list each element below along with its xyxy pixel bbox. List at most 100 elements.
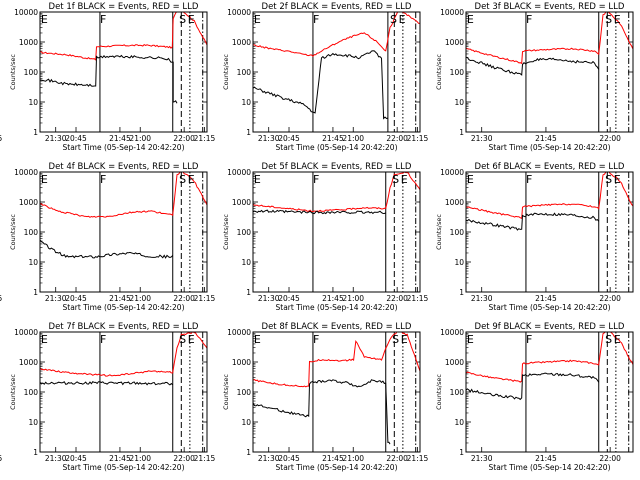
segment-marker: E <box>401 333 408 346</box>
y-tick-label: 1 <box>246 128 251 137</box>
x-axis-label: Start Time (05-Sep-14 20:42:20) <box>63 303 185 312</box>
y-tick-label: 100 <box>24 228 39 237</box>
panel-title: Det 2f BLACK = Events, RED = LLD <box>262 2 412 12</box>
segment-marker: E <box>188 173 195 186</box>
y-tick-label: 10000 <box>440 168 464 177</box>
x-tick-label: 21:15 <box>407 294 429 303</box>
panel-title: Det 7f BLACK = Events, RED = LLD <box>49 322 199 332</box>
panel-8: Det 8f BLACK = Events, RED = LLD Counts/s… <box>65 322 421 472</box>
x-tick-label: 21:45 <box>535 294 557 303</box>
y-tick-label: 100 <box>237 228 252 237</box>
segment-marker: E <box>254 13 261 26</box>
segment-marker: F <box>526 13 532 26</box>
y-tick-label: 10000 <box>227 168 251 177</box>
y-axis-label: Counts/sec <box>435 54 443 90</box>
series-events <box>466 56 600 76</box>
x-tick-label: 22:00 <box>599 294 621 303</box>
segment-marker: E <box>188 333 195 346</box>
x-tick-label: 22:00 <box>173 454 195 463</box>
x-tick-label: 21:30 <box>45 294 67 303</box>
x-tick-label: 21:45 <box>535 454 557 463</box>
y-axis-label: Counts/sec <box>222 374 230 410</box>
series-lld <box>40 12 207 61</box>
x-axis-label: Start Time (05-Sep-14 20:42:20) <box>276 303 398 312</box>
y-tick-label: 100 <box>24 68 39 77</box>
series-events <box>253 209 386 215</box>
x-tick-label: 21:00 <box>129 294 151 303</box>
x-tick-label: 21:45 <box>322 454 344 463</box>
x-tick-label: 21:45 <box>109 134 131 143</box>
y-tick-label: 1 <box>33 448 38 457</box>
segment-marker: E <box>467 333 474 346</box>
x-tick-label: 21:45 <box>109 294 131 303</box>
series-lld <box>40 332 207 377</box>
y-tick-label: 1000 <box>232 198 251 207</box>
series-events <box>253 50 389 120</box>
segment-marker: E <box>614 13 621 26</box>
x-tick-label: 21:00 <box>342 134 364 143</box>
x-axis-label: Start Time (05-Sep-14 20:42:20) <box>63 143 185 152</box>
y-tick-label: 10 <box>28 98 38 107</box>
series-lld <box>253 12 420 58</box>
plot-frame <box>252 11 421 133</box>
y-tick-label: 100 <box>450 388 465 397</box>
x-tick-label: 21:30 <box>45 454 67 463</box>
series-events <box>466 212 600 231</box>
x-tick-label: 21:30 <box>45 134 67 143</box>
plot-frame <box>39 171 208 293</box>
x-tick-label: 22:00 <box>386 134 408 143</box>
segment-marker: F <box>526 333 532 346</box>
segment-marker: E <box>467 173 474 186</box>
segment-marker: E <box>254 333 261 346</box>
y-tick-label: 1 <box>246 288 251 297</box>
y-tick-label: 10 <box>241 98 251 107</box>
series-lld <box>40 172 207 218</box>
y-axis-label: Counts/sec <box>222 214 230 250</box>
x-tick-label: 21:45 <box>322 294 344 303</box>
series-events <box>466 372 600 401</box>
x-tick-label: 22:00 <box>173 134 195 143</box>
plot-frame <box>252 171 421 293</box>
segment-marker: S <box>179 333 186 346</box>
x-tick-label: 21:45 <box>322 134 344 143</box>
segment-marker: F <box>100 173 106 186</box>
x-tick-label: 21:15 <box>194 454 216 463</box>
y-tick-label: 100 <box>450 68 465 77</box>
x-tick-label: 21:15 <box>407 134 429 143</box>
y-tick-label: 100 <box>237 388 252 397</box>
x-tick-label: 22:00 <box>599 134 621 143</box>
y-tick-label: 1000 <box>19 38 38 47</box>
y-tick-label: 1 <box>459 288 464 297</box>
x-tick-label: 21:15 <box>194 294 216 303</box>
y-tick-label: 1000 <box>232 38 251 47</box>
segment-marker: S <box>179 13 186 26</box>
y-tick-label: 10 <box>241 418 251 427</box>
panel-5: Det 5f BLACK = Events, RED = LLD Counts/s… <box>65 162 421 312</box>
segment-marker: E <box>467 13 474 26</box>
segment-marker: E <box>401 173 408 186</box>
segment-marker: F <box>100 13 106 26</box>
segment-marker: E <box>614 173 621 186</box>
x-axis-label: Start Time (05-Sep-14 20:42:20) <box>489 303 611 312</box>
y-tick-label: 100 <box>237 68 252 77</box>
panel-title: Det 8f BLACK = Events, RED = LLD <box>262 322 412 332</box>
y-tick-label: 1 <box>33 288 38 297</box>
y-axis-label: Counts/sec <box>222 54 230 90</box>
panel-title: Det 6f BLACK = Events, RED = LLD <box>475 162 625 172</box>
x-axis-label: Start Time (05-Sep-14 20:42:20) <box>489 463 611 472</box>
x-tick-label: 21:30 <box>471 454 493 463</box>
plot-frame <box>465 331 634 453</box>
x-tick-label: 21:15 <box>0 454 3 463</box>
y-tick-label: 10000 <box>14 168 38 177</box>
series-events <box>40 381 174 386</box>
segment-marker: S <box>390 13 397 26</box>
x-axis-label: Start Time (05-Sep-14 20:42:20) <box>276 463 398 472</box>
y-tick-label: 1 <box>459 128 464 137</box>
y-tick-label: 10000 <box>14 328 38 337</box>
segment-marker: E <box>188 13 195 26</box>
segment-marker: F <box>100 333 106 346</box>
y-tick-label: 100 <box>450 228 465 237</box>
panel-7: Det 7f BLACK = Events, RED = LLD Counts/s… <box>0 322 208 472</box>
y-tick-label: 10000 <box>14 8 38 17</box>
